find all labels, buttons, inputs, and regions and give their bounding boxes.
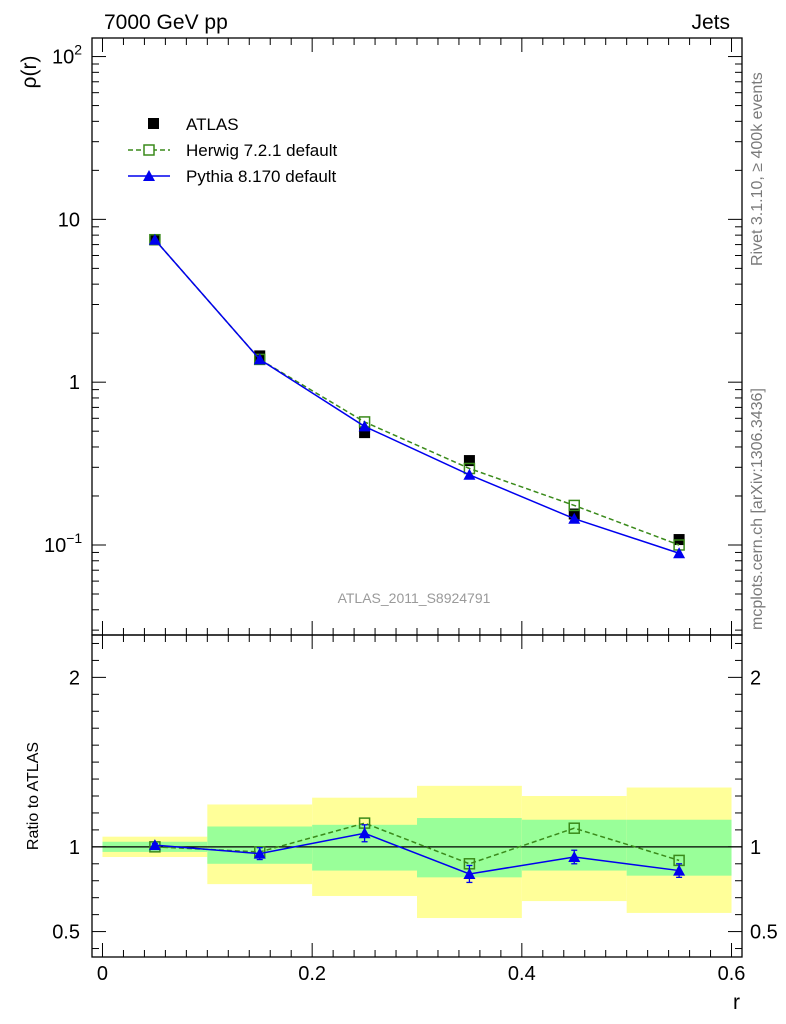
- main-y-label: ρ(r): [18, 56, 41, 89]
- ratio-y-tick-label: 2: [69, 667, 80, 689]
- pythia-line: [154, 239, 680, 554]
- herwig-ratio-point: [568, 822, 581, 834]
- herwig-line: [154, 239, 680, 546]
- pythia-point: [148, 233, 161, 245]
- x-tick-label: 0.6: [718, 963, 746, 985]
- legend-label: Pythia 8.170 default: [186, 167, 337, 186]
- x-axis-label: r: [733, 991, 740, 1014]
- ratio-y-tick-label-right: 0.5: [750, 922, 778, 944]
- pythia-ratio-point: [568, 851, 581, 863]
- ratio-y-tick-label-right: 1: [750, 837, 761, 859]
- legend-pythia-marker: [143, 170, 155, 181]
- y-tick-label: 102: [52, 42, 82, 69]
- rivet-label: Rivet 3.1.10, ≥ 400k events: [749, 72, 766, 266]
- pythia-ratio-point: [148, 839, 161, 851]
- legend-atlas-marker: [148, 118, 159, 129]
- x-tick-label: 0: [97, 963, 108, 985]
- pythia-ratio-point: [463, 867, 476, 879]
- pythia-ratio-line: [154, 832, 680, 875]
- pythia-ratio-point: [673, 864, 686, 876]
- main-panel: 102 10 1 10−1 ρ(r): [18, 37, 743, 636]
- legend-label: Herwig 7.2.1 default: [186, 141, 337, 160]
- x-tick-label: 0.2: [298, 963, 326, 985]
- ratio-y-label: Ratio to ATLAS: [25, 742, 42, 850]
- ratio-y-tick-label-right: 2: [750, 667, 761, 689]
- ratio-panel: 2 2 1 1 0.5 0.5 0 0.2 0.4 0.6 r Ratio to ATLAS: [25, 634, 778, 1014]
- pythia-point: [463, 468, 476, 480]
- legend-herwig-marker: [143, 144, 155, 156]
- y-tick-label: 10−1: [44, 530, 82, 557]
- pythia-point: [358, 420, 371, 432]
- pythia-point: [568, 512, 581, 524]
- herwig-point: [568, 499, 581, 512]
- pythia-ratio-point: [253, 847, 266, 859]
- analysis-watermark: ATLAS_2011_S8924791: [338, 590, 491, 606]
- pythia-ratio-point: [358, 827, 371, 839]
- atlas-point: [359, 427, 371, 439]
- ratio-y-tick-label: 1: [69, 837, 80, 859]
- legend: ATLAS Herwig 7.2.1 default Pythia 8.170 de…: [128, 115, 337, 186]
- mcplots-label: mcplots.cern.ch [arXiv:1306.3436]: [749, 388, 766, 630]
- header-left: 7000 GeV pp: [104, 11, 228, 34]
- atlas-point: [463, 455, 475, 467]
- header-right: Jets: [691, 11, 730, 34]
- y-tick-label: 10: [58, 209, 80, 231]
- x-tick-label: 0.4: [508, 963, 536, 985]
- pythia-point: [673, 547, 686, 559]
- y-tick-label: 1: [69, 372, 80, 394]
- pythia-point: [253, 353, 266, 365]
- ratio-y-tick-label: 0.5: [52, 922, 80, 944]
- legend-label: ATLAS: [186, 115, 239, 134]
